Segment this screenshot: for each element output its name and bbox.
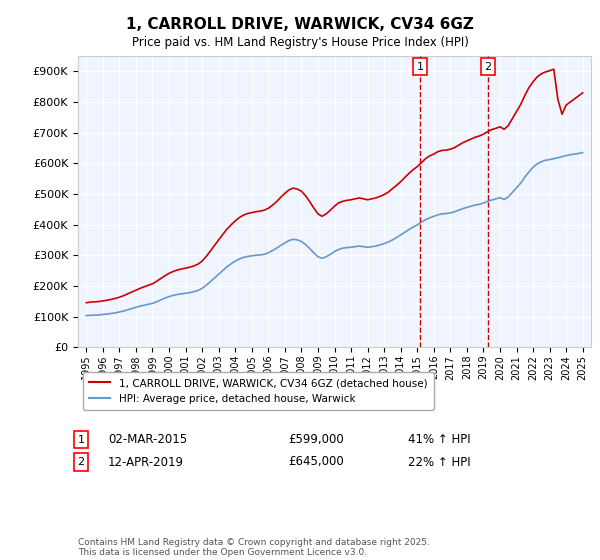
Text: Price paid vs. HM Land Registry's House Price Index (HPI): Price paid vs. HM Land Registry's House … <box>131 36 469 49</box>
Text: 2: 2 <box>77 457 85 467</box>
Text: 12-APR-2019: 12-APR-2019 <box>108 455 184 469</box>
Text: £645,000: £645,000 <box>288 455 344 469</box>
Text: 22% ↑ HPI: 22% ↑ HPI <box>408 455 470 469</box>
Text: 1: 1 <box>416 62 424 72</box>
Text: £599,000: £599,000 <box>288 433 344 446</box>
Text: 41% ↑ HPI: 41% ↑ HPI <box>408 433 470 446</box>
Text: 1: 1 <box>77 435 85 445</box>
Text: 1, CARROLL DRIVE, WARWICK, CV34 6GZ: 1, CARROLL DRIVE, WARWICK, CV34 6GZ <box>126 17 474 32</box>
Legend: 1, CARROLL DRIVE, WARWICK, CV34 6GZ (detached house), HPI: Average price, detach: 1, CARROLL DRIVE, WARWICK, CV34 6GZ (det… <box>83 372 433 410</box>
Text: Contains HM Land Registry data © Crown copyright and database right 2025.
This d: Contains HM Land Registry data © Crown c… <box>78 538 430 557</box>
Text: 2: 2 <box>485 62 491 72</box>
Text: 02-MAR-2015: 02-MAR-2015 <box>108 433 187 446</box>
